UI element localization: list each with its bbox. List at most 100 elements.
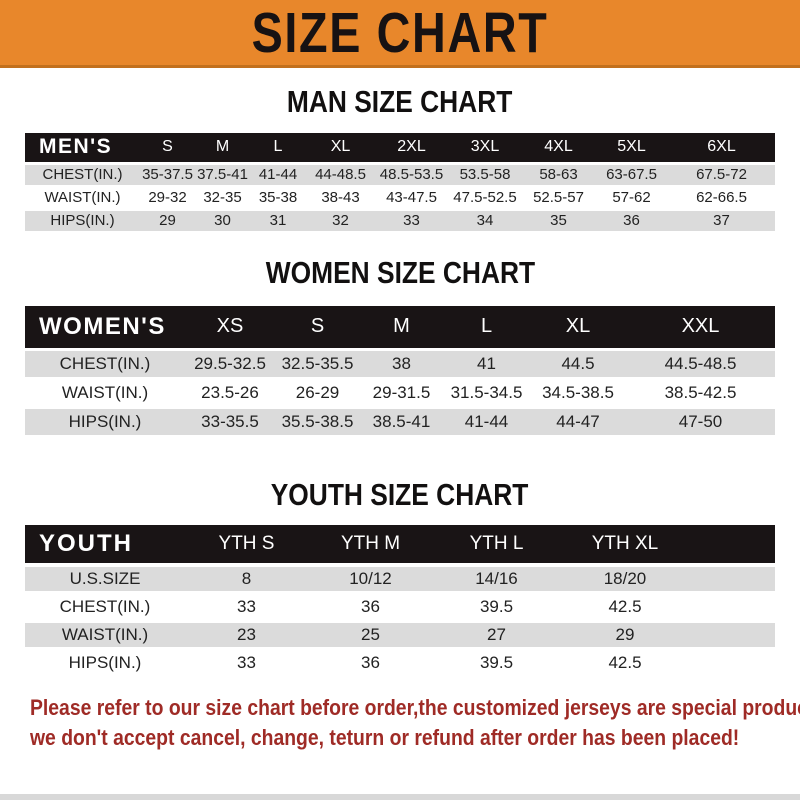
men-col-header: S (140, 133, 195, 165)
size-cell: 38.5-42.5 (626, 378, 775, 409)
size-cell: 27 (433, 621, 560, 651)
size-cell: 36 (595, 209, 668, 234)
women-col-header: XL (530, 305, 626, 351)
size-cell: 47-50 (626, 407, 775, 438)
size-cell: 38-43 (306, 186, 375, 211)
size-cell: 47.5-52.5 (448, 186, 522, 211)
men-chest-row: CHEST(IN.) 35-37.5 37.5-41 41-44 44-48.5… (25, 163, 775, 188)
men-col-header: 6XL (668, 133, 775, 165)
size-cell: 25 (308, 621, 433, 651)
size-cell: 35.5-38.5 (275, 407, 360, 438)
size-cell: 42.5 (560, 649, 690, 679)
row-label: CHEST(IN.) (25, 593, 185, 623)
men-waist-row: WAIST(IN.) 29-32 32-35 35-38 38-43 43-47… (25, 186, 775, 211)
women-section-heading-text: WOMEN SIZE CHART (265, 254, 535, 290)
size-cell: 26-29 (275, 378, 360, 409)
women-col-header: S (275, 305, 360, 351)
size-cell: 33 (185, 649, 308, 679)
size-cell: 33-35.5 (185, 407, 275, 438)
women-table-label: WOMEN'S (25, 305, 185, 351)
row-label: CHEST(IN.) (25, 163, 140, 188)
women-col-header: XS (185, 305, 275, 351)
filler-cell (690, 565, 775, 595)
size-cell: 29.5-32.5 (185, 349, 275, 380)
women-section-heading: WOMEN SIZE CHART (0, 254, 800, 290)
men-col-header: XL (306, 133, 375, 165)
size-cell: 35-37.5 (140, 163, 195, 188)
size-cell: 57-62 (595, 186, 668, 211)
size-cell: 53.5-58 (448, 163, 522, 188)
size-cell: 35 (522, 209, 595, 234)
row-label: U.S.SIZE (25, 565, 185, 595)
youth-size-table: YOUTH YTH S YTH M YTH L YTH XL U.S.SIZE … (25, 525, 775, 679)
youth-waist-row: WAIST(IN.) 23 25 27 29 (25, 621, 775, 651)
size-cell: 34 (448, 209, 522, 234)
size-cell: 10/12 (308, 565, 433, 595)
men-header-row: MEN'S S M L XL 2XL 3XL 4XL 5XL 6XL (25, 133, 775, 165)
size-cell: 29-31.5 (360, 378, 443, 409)
size-cell: 30 (195, 209, 250, 234)
men-col-header: 3XL (448, 133, 522, 165)
row-label: HIPS(IN.) (25, 209, 140, 234)
size-cell: 52.5-57 (522, 186, 595, 211)
size-cell: 43-47.5 (375, 186, 448, 211)
size-cell: 37.5-41 (195, 163, 250, 188)
disclaimer-line-1: Please refer to our size chart before or… (30, 695, 800, 720)
youth-section-heading-text: YOUTH SIZE CHART (271, 477, 529, 512)
youth-ussize-row: U.S.SIZE 8 10/12 14/16 18/20 (25, 565, 775, 595)
men-hips-row: HIPS(IN.) 29 30 31 32 33 34 35 36 37 (25, 209, 775, 234)
size-cell: 8 (185, 565, 308, 595)
size-cell: 44-47 (530, 407, 626, 438)
size-cell: 48.5-53.5 (375, 163, 448, 188)
size-cell: 32-35 (195, 186, 250, 211)
size-cell: 31 (250, 209, 306, 234)
youth-header-row: YOUTH YTH S YTH M YTH L YTH XL (25, 525, 775, 567)
youth-col-header: YTH XL (560, 525, 690, 567)
size-cell: 44-48.5 (306, 163, 375, 188)
size-cell: 34.5-38.5 (530, 378, 626, 409)
women-chest-row: CHEST(IN.) 29.5-32.5 32.5-35.5 38 41 44.… (25, 349, 775, 380)
men-section-heading: MAN SIZE CHART (0, 85, 800, 119)
size-cell: 42.5 (560, 593, 690, 623)
filler-cell (690, 649, 775, 679)
size-cell: 23.5-26 (185, 378, 275, 409)
row-label: WAIST(IN.) (25, 186, 140, 211)
size-cell: 38 (360, 349, 443, 380)
row-label: WAIST(IN.) (25, 378, 185, 409)
size-cell: 36 (308, 649, 433, 679)
size-cell: 29 (140, 209, 195, 234)
size-cell: 29-32 (140, 186, 195, 211)
size-cell: 32 (306, 209, 375, 234)
men-table-label: MEN'S (25, 133, 140, 165)
men-size-table: MEN'S S M L XL 2XL 3XL 4XL 5XL 6XL CHEST… (25, 133, 775, 234)
size-cell: 37 (668, 209, 775, 234)
size-cell: 62-66.5 (668, 186, 775, 211)
size-cell: 31.5-34.5 (443, 378, 530, 409)
women-col-header: M (360, 305, 443, 351)
row-label: WAIST(IN.) (25, 621, 185, 651)
size-cell: 36 (308, 593, 433, 623)
size-cell: 44.5-48.5 (626, 349, 775, 380)
banner-title: SIZE CHART (251, 0, 549, 65)
size-cell: 33 (185, 593, 308, 623)
bottom-edge-strip (0, 794, 800, 800)
youth-section-heading: YOUTH SIZE CHART (0, 478, 800, 512)
size-cell: 44.5 (530, 349, 626, 380)
youth-col-header: YTH S (185, 525, 308, 567)
size-cell: 33 (375, 209, 448, 234)
size-cell: 23 (185, 621, 308, 651)
men-col-header: M (195, 133, 250, 165)
filler-cell (690, 525, 775, 567)
men-col-header: 2XL (375, 133, 448, 165)
youth-col-header: YTH M (308, 525, 433, 567)
size-cell: 29 (560, 621, 690, 651)
women-col-header: XXL (626, 305, 775, 351)
women-col-header: L (443, 305, 530, 351)
size-cell: 35-38 (250, 186, 306, 211)
disclaimer-line-2: we don't accept cancel, change, teturn o… (30, 725, 740, 750)
size-cell: 39.5 (433, 593, 560, 623)
women-hips-row: HIPS(IN.) 33-35.5 35.5-38.5 38.5-41 41-4… (25, 407, 775, 438)
women-size-table: WOMEN'S XS S M L XL XXL CHEST(IN.) 29.5-… (25, 305, 775, 438)
size-cell: 67.5-72 (668, 163, 775, 188)
row-label: HIPS(IN.) (25, 649, 185, 679)
